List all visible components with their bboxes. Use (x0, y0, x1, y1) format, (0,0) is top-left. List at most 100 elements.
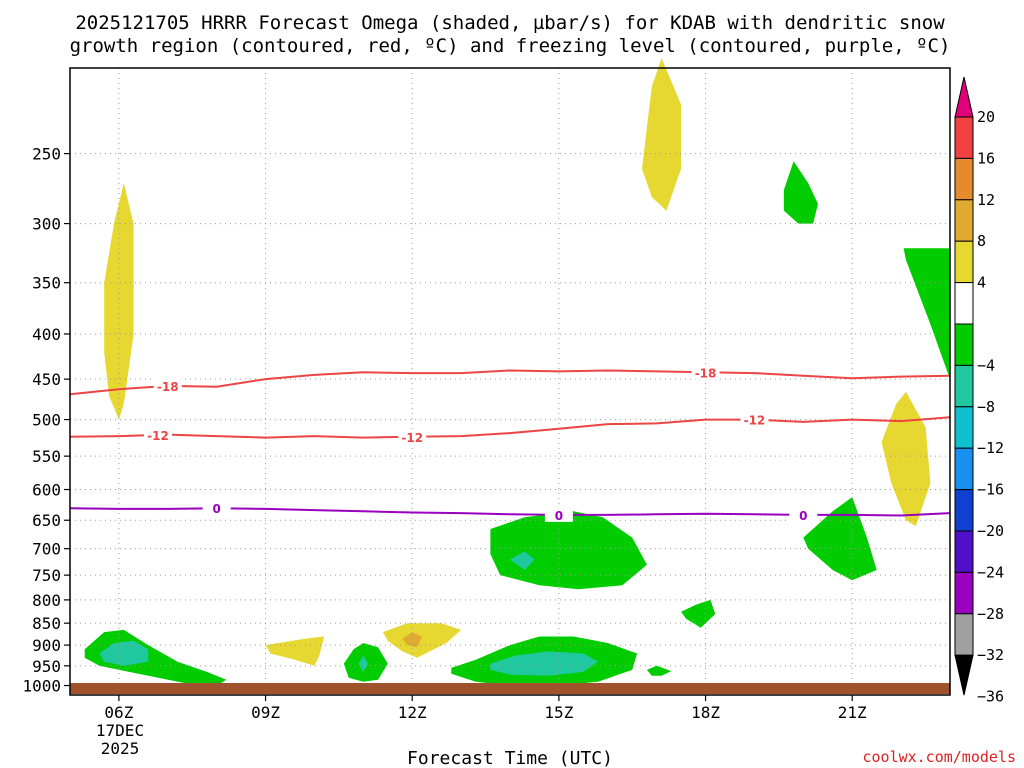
x-date-label-year: 2025 (101, 739, 140, 758)
contour-label-bg--18-0 (153, 377, 182, 393)
colorbar-label-2: 12 (977, 191, 995, 209)
colorbar-bin-12 (954, 571, 974, 615)
omega-region-14 (382, 623, 462, 658)
colorbar-bin-1 (954, 116, 974, 159)
colorbar-bin-bottom (954, 654, 974, 696)
omega-region-2 (783, 161, 818, 224)
y-tick-label-400: 400 (32, 325, 61, 344)
colorbar-bin-13 (954, 613, 974, 656)
x-tick-label-06Z: 06Z (104, 703, 133, 722)
y-tick-label-500: 500 (32, 411, 61, 430)
colorbar-bin-10 (954, 489, 974, 532)
omega-region-1 (642, 58, 682, 211)
colorbar-label-7: −12 (977, 439, 1004, 457)
y-tick-label-450: 450 (32, 370, 61, 389)
y-tick-label-900: 900 (32, 636, 61, 655)
omega-region-6 (490, 511, 647, 590)
contour-label-bg--18-1 (691, 364, 720, 380)
omega-region-3 (903, 248, 950, 380)
omega-region-17 (490, 651, 598, 676)
y-axis-pressure: 250 300 350 400 450 500 550 600 650 700 750 800 850 9… (22, 145, 70, 696)
y-tick-label-750: 750 (32, 566, 61, 585)
x-tick-label-15Z: 15Z (544, 703, 573, 722)
chart-title-line2: growth region (contoured, red, ºC) and f… (70, 35, 951, 57)
colorbar-label-1: 16 (977, 149, 995, 167)
credit-text: coolwx.com/models (862, 748, 1016, 766)
x-axis-title: Forecast Time (UTC) (407, 748, 613, 768)
chart-title-line1: 2025121705 HRRR Forecast Omega (shaded, … (75, 12, 945, 34)
colorbar-bin-top (954, 76, 974, 118)
x-tick-label-09Z: 09Z (251, 703, 280, 722)
contour-label-bg--12-0 (144, 426, 172, 442)
x-axis-time: 06Z 09Z 12Z 15Z 18Z 21Z (104, 695, 867, 722)
surface-terrain-bar (70, 683, 950, 694)
colorbar-label-11: −28 (977, 605, 1004, 623)
y-tick-label-1000: 1000 (22, 677, 61, 696)
contour-line--18 (69, 369, 951, 396)
y-tick-label-700: 700 (32, 540, 61, 559)
omega-region-4 (881, 391, 931, 527)
colorbar-bin-8 (954, 406, 974, 449)
colorbar-label-10: −24 (977, 563, 1004, 581)
colorbar-label-0: 20 (977, 108, 995, 126)
y-tick-label-250: 250 (32, 145, 61, 164)
y-tick-label-650: 650 (32, 511, 61, 530)
y-tick-label-950: 950 (32, 657, 61, 676)
y-tick-label-300: 300 (32, 215, 61, 234)
colorbar-bin-4 (954, 240, 974, 284)
omega-region-15 (402, 632, 422, 648)
y-tick-label-550: 550 (32, 447, 61, 466)
colorbar-bin-7 (954, 364, 974, 408)
y-tick-label-350: 350 (32, 274, 61, 293)
omega-region-11 (265, 636, 325, 666)
contour-label-bg-0-0 (202, 500, 231, 516)
plot-area (70, 68, 950, 695)
contour-line--12 (69, 416, 951, 439)
colorbar-bin-3 (954, 199, 974, 242)
colorbar-label-3: 8 (977, 232, 986, 250)
colorbar-label-12: −32 (977, 646, 1004, 664)
temperature-contours: -18 -18 -12 -12 -12 0 0 0 (69, 364, 951, 523)
contour-label-0-2: 0 (799, 509, 807, 523)
colorbar-bin-6 (954, 323, 974, 366)
grid-lines (70, 68, 950, 695)
contour-label-0-1: 0 (555, 509, 563, 523)
omega-region-7 (510, 551, 535, 570)
omega-region-10 (99, 640, 149, 666)
colorbar-bin-9 (954, 447, 974, 491)
x-tick-label-18Z: 18Z (691, 703, 720, 722)
contour-label-bg-0-1 (544, 506, 573, 522)
contour-label--18-1: -18 (695, 366, 717, 380)
omega-region-8 (681, 599, 716, 628)
omega-region-13 (358, 655, 369, 672)
contour-label-0-0: 0 (212, 502, 220, 516)
colorbar-legend: 20 16 12 8 4 −4 −8 −12 −16 −20 −24 −28 −32 −36 (954, 76, 1004, 706)
contour-label--12-1: -12 (401, 431, 423, 445)
contour-label--18-0: -18 (157, 380, 179, 394)
x-date-label-day: 17DEC (96, 721, 144, 740)
y-tick-label-600: 600 (32, 481, 61, 500)
x-tick-label-21Z: 21Z (838, 703, 867, 722)
colorbar-bin-11 (954, 530, 974, 573)
contour-label--12-2: -12 (744, 414, 766, 428)
omega-region-0 (104, 183, 134, 420)
colorbar-label-5: −4 (977, 356, 995, 374)
colorbar-bin-2 (954, 157, 974, 201)
colorbar-label-4: 4 (977, 274, 986, 292)
omega-region-18 (646, 665, 672, 676)
omega-region-5 (803, 497, 877, 581)
colorbar-label-13: −36 (977, 688, 1004, 706)
contour-label-bg--12-2 (740, 411, 769, 427)
y-tick-label-800: 800 (32, 591, 61, 610)
omega-shaded-regions (84, 58, 950, 686)
x-tick-label-12Z: 12Z (398, 703, 427, 722)
y-tick-label-850: 850 (32, 614, 61, 633)
colorbar-bin-5 (954, 282, 974, 325)
contour-label-bg-0-2 (789, 506, 818, 522)
colorbar-label-8: −16 (977, 481, 1004, 499)
plot-frame (69, 67, 951, 696)
colorbar-label-6: −8 (977, 398, 995, 416)
colorbar-label-9: −20 (977, 522, 1004, 540)
contour-label-bg--12-1 (398, 428, 427, 444)
